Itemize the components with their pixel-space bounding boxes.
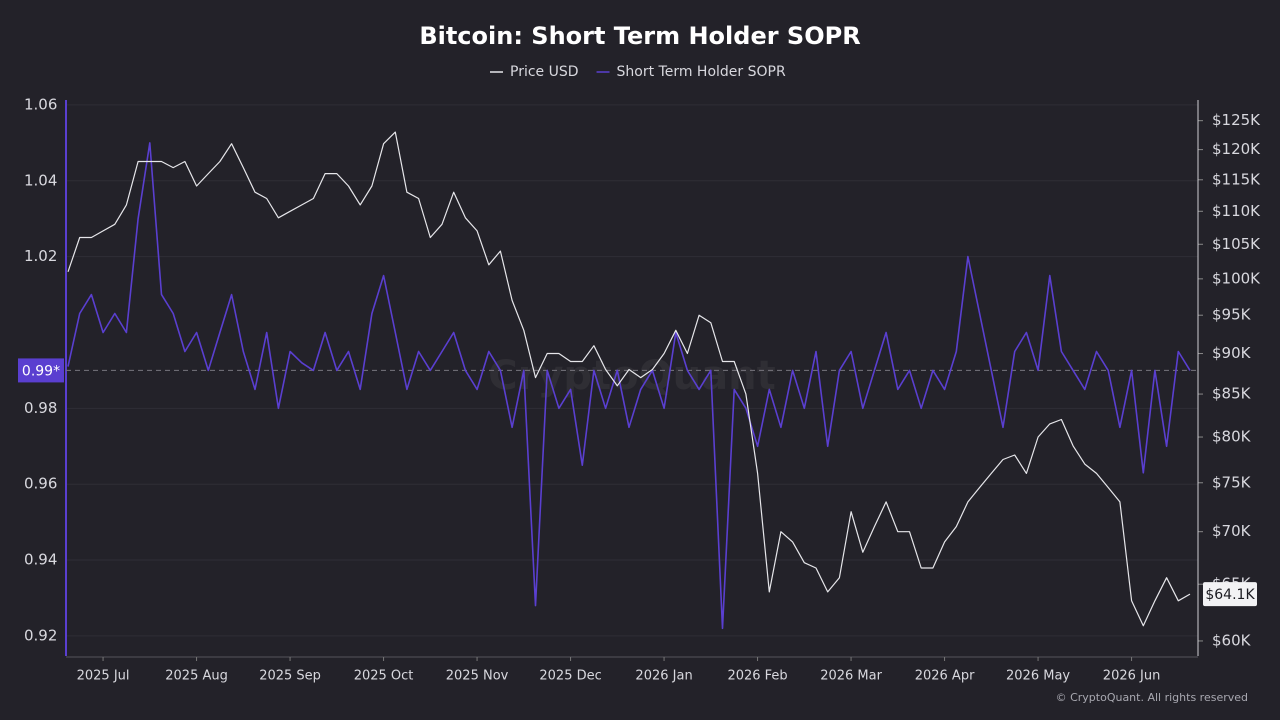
x-tick-label: 2026 May	[1006, 669, 1070, 684]
x-tick-label: 2025 Sep	[259, 669, 321, 684]
y2-tick-label: $125K	[1212, 111, 1261, 129]
y-tick-label: 1.02	[24, 247, 57, 265]
legend-label: Price USD	[510, 64, 579, 80]
y2-tick-label: $100K	[1212, 269, 1261, 287]
credit: © CryptoQuant. All rights reserved	[1056, 691, 1248, 704]
y2-tick-label: $90K	[1212, 344, 1252, 362]
x-tick-label: 2026 Apr	[915, 669, 975, 684]
y2-tick-label: $80K	[1212, 428, 1252, 446]
x-tick-label: 2025 Dec	[539, 669, 601, 684]
x-tick-label: 2026 Feb	[727, 669, 787, 684]
x-tick-label: 2026 Jun	[1103, 669, 1161, 684]
value-badge	[18, 358, 64, 383]
value-badge	[1203, 582, 1257, 607]
x-tick-label: 2025 Aug	[165, 669, 228, 684]
x-tick-label: 2025 Jul	[77, 669, 130, 684]
x-tick-label: 2026 Mar	[820, 669, 882, 684]
y2-tick-label: $75K	[1212, 473, 1252, 491]
y2-tick-label: $110K	[1212, 202, 1261, 220]
y-tick-label: 1.04	[24, 171, 57, 189]
y-tick-label: 0.98	[24, 399, 57, 417]
y-tick-label: 0.96	[24, 475, 57, 493]
series-line	[67, 142, 1191, 630]
y2-tick-label: $120K	[1212, 140, 1261, 158]
y2-tick-label: $85K	[1212, 385, 1252, 403]
y2-tick-label: $70K	[1212, 522, 1252, 540]
y-tick-label: 0.92	[24, 626, 57, 644]
value-badge-label: $64.1K	[1205, 587, 1255, 603]
y2-tick-label: $115K	[1212, 170, 1261, 188]
y2-tick-label: $95K	[1212, 306, 1252, 324]
x-tick-label: 2025 Oct	[354, 669, 414, 684]
x-tick-label: 2025 Nov	[446, 669, 509, 684]
y2-tick-label: $60K	[1212, 631, 1252, 649]
y2-tick-label: $105K	[1212, 235, 1261, 253]
chart-title: Bitcoin: Short Term Holder SOPR	[419, 22, 860, 50]
y-tick-label: 0.94	[24, 551, 57, 569]
series-line	[67, 131, 1191, 627]
legend-label: Short Term Holder SOPR	[617, 64, 786, 80]
y-tick-label: 1.06	[24, 95, 57, 113]
value-badge-label: 0.99*	[22, 363, 60, 379]
x-tick-label: 2026 Jan	[635, 669, 692, 684]
